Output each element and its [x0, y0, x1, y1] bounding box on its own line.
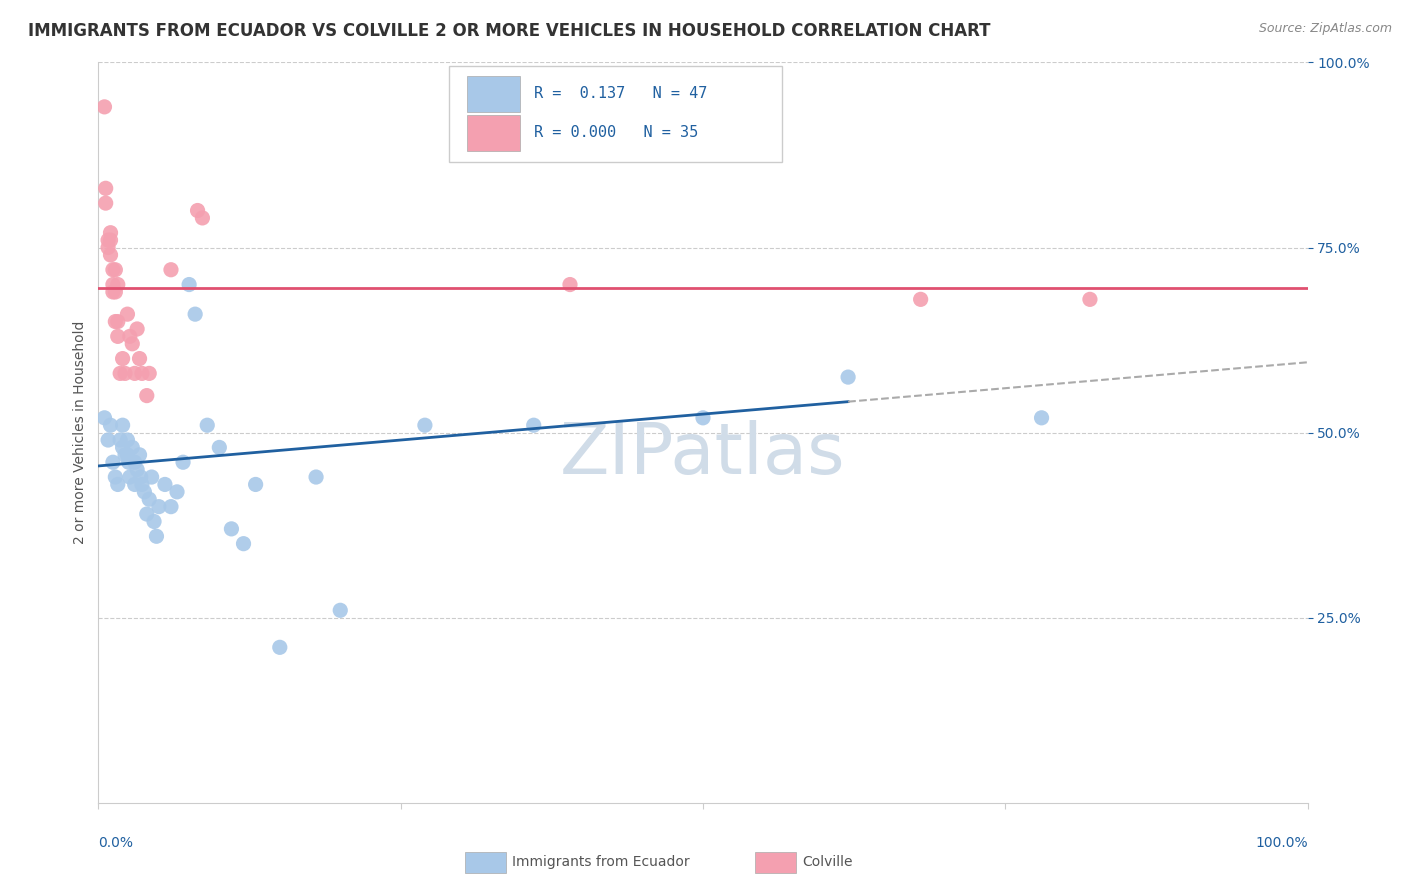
- Point: [101, 455, 124, 469]
- Point: [118, 470, 141, 484]
- Point: [121, 441, 143, 455]
- Point: [160, 262, 183, 277]
- Point: [100, 226, 122, 240]
- Point: [101, 285, 124, 299]
- Point: [118, 329, 141, 343]
- Point: [1078, 293, 1101, 307]
- Point: [141, 470, 163, 484]
- Point: [124, 367, 146, 381]
- Point: [837, 370, 859, 384]
- FancyBboxPatch shape: [467, 76, 520, 112]
- Point: [100, 418, 122, 433]
- Point: [104, 285, 127, 299]
- Text: 100.0%: 100.0%: [1256, 836, 1308, 850]
- Point: [187, 203, 209, 218]
- Point: [145, 529, 167, 543]
- Point: [118, 455, 141, 469]
- Point: [114, 448, 136, 462]
- Point: [121, 336, 143, 351]
- Point: [208, 441, 231, 455]
- Text: IMMIGRANTS FROM ECUADOR VS COLVILLE 2 OR MORE VEHICLES IN HOUSEHOLD CORRELATION : IMMIGRANTS FROM ECUADOR VS COLVILLE 2 OR…: [28, 22, 991, 40]
- FancyBboxPatch shape: [465, 852, 506, 873]
- Point: [93, 100, 115, 114]
- Point: [100, 248, 122, 262]
- Point: [153, 477, 176, 491]
- Point: [191, 211, 214, 225]
- Point: [101, 277, 124, 292]
- Text: Source: ZipAtlas.com: Source: ZipAtlas.com: [1258, 22, 1392, 36]
- Point: [245, 477, 267, 491]
- Point: [179, 277, 201, 292]
- Point: [104, 470, 127, 484]
- Point: [94, 181, 117, 195]
- Point: [107, 277, 129, 292]
- Point: [111, 441, 134, 455]
- Text: 0.0%: 0.0%: [98, 836, 134, 850]
- Point: [124, 477, 146, 491]
- Text: Colville: Colville: [803, 855, 852, 869]
- Y-axis label: 2 or more Vehicles in Household: 2 or more Vehicles in Household: [73, 321, 87, 544]
- Point: [127, 322, 149, 336]
- Point: [104, 262, 127, 277]
- Point: [94, 196, 117, 211]
- FancyBboxPatch shape: [449, 66, 782, 162]
- Point: [166, 484, 188, 499]
- Point: [127, 462, 149, 476]
- Point: [1031, 410, 1053, 425]
- Point: [413, 418, 436, 433]
- Point: [100, 233, 122, 247]
- Point: [117, 433, 139, 447]
- Point: [131, 367, 153, 381]
- Point: [329, 603, 352, 617]
- Point: [692, 410, 714, 425]
- Point: [184, 307, 207, 321]
- Point: [135, 388, 157, 402]
- Point: [107, 329, 129, 343]
- Point: [558, 277, 581, 292]
- FancyBboxPatch shape: [467, 115, 520, 152]
- Point: [135, 507, 157, 521]
- Point: [172, 455, 194, 469]
- Point: [305, 470, 328, 484]
- Point: [143, 515, 166, 529]
- Point: [104, 314, 127, 328]
- Point: [128, 351, 150, 366]
- Point: [131, 477, 153, 491]
- Point: [269, 640, 291, 655]
- Point: [93, 410, 115, 425]
- Text: R = 0.000   N = 35: R = 0.000 N = 35: [534, 125, 697, 140]
- Point: [114, 367, 136, 381]
- Point: [108, 433, 131, 447]
- Point: [138, 492, 160, 507]
- Point: [232, 536, 254, 550]
- Point: [107, 477, 129, 491]
- Point: [97, 240, 120, 255]
- Point: [117, 448, 139, 462]
- Point: [111, 351, 134, 366]
- Point: [107, 314, 129, 328]
- Point: [124, 455, 146, 469]
- Point: [111, 418, 134, 433]
- Point: [101, 262, 124, 277]
- Point: [129, 470, 152, 484]
- Text: Immigrants from Ecuador: Immigrants from Ecuador: [512, 855, 689, 869]
- FancyBboxPatch shape: [755, 852, 796, 873]
- Point: [148, 500, 170, 514]
- Point: [108, 367, 131, 381]
- Point: [138, 367, 160, 381]
- Point: [117, 307, 139, 321]
- Point: [195, 418, 218, 433]
- Point: [910, 293, 932, 307]
- Point: [97, 433, 120, 447]
- Point: [523, 418, 546, 433]
- Point: [134, 484, 156, 499]
- Text: R =  0.137   N = 47: R = 0.137 N = 47: [534, 87, 707, 102]
- Text: ZIPatlas: ZIPatlas: [560, 420, 846, 490]
- Point: [128, 448, 150, 462]
- Point: [221, 522, 243, 536]
- Point: [160, 500, 183, 514]
- Point: [97, 233, 120, 247]
